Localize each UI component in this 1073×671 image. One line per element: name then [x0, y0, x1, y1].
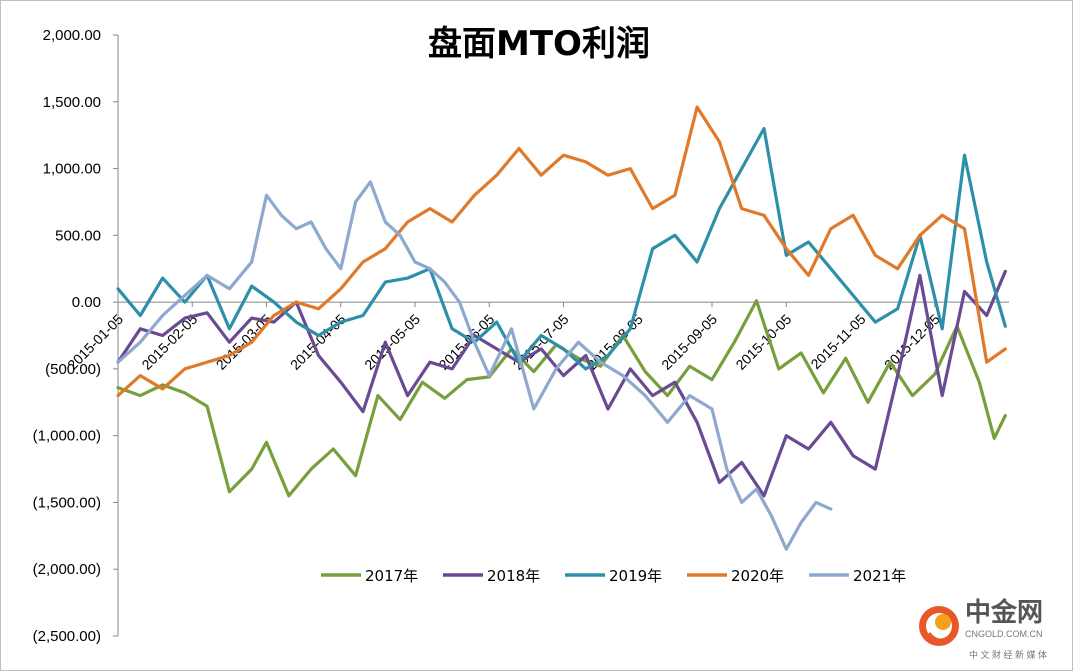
- watermark-brand: 中金网: [965, 597, 1043, 628]
- x-tick-label: 2015-02-05: [138, 311, 200, 373]
- x-tick-label: 2015-09-05: [658, 311, 720, 373]
- legend-label: 2017年: [365, 567, 418, 585]
- y-tick-label: (2,000.00): [33, 561, 101, 578]
- y-axis: 2,000.00 1,500.00 1,000.00 500.00 0.00 (500.0…: [33, 27, 119, 645]
- watermark: 中金网 CNGOLD.COM.CN 中 文 财 经 新 媒 体: [919, 597, 1047, 660]
- legend-label: 2018年: [487, 567, 540, 585]
- x-tick-label: 2015-11-05: [807, 311, 868, 372]
- legend: 2017年 2018年 2019年 2020年 2021年: [321, 567, 906, 585]
- series-line-5: [116, 180, 833, 551]
- y-tick-label: (1,000.00): [33, 428, 101, 445]
- watermark-domain: CNGOLD.COM.CN: [965, 629, 1043, 639]
- y-tick-label: (500.00): [45, 361, 101, 378]
- watermark-tagline: 中 文 财 经 新 媒 体: [969, 649, 1047, 660]
- y-tick-label: 1,000.00: [43, 161, 101, 178]
- cngold-logo-icon: [919, 606, 959, 646]
- legend-label: 2021年: [853, 567, 906, 585]
- y-tick-label: (2,500.00): [33, 628, 101, 645]
- y-tick-label: (1,500.00): [33, 494, 101, 511]
- y-tick-label: 1,500.00: [43, 94, 101, 111]
- y-tick-label: 0.00: [72, 294, 101, 311]
- series-line-3: [116, 126, 1007, 371]
- series-line-4: [116, 105, 1007, 398]
- y-tick-label: 500.00: [55, 227, 101, 244]
- y-tick-label: 2,000.00: [43, 27, 101, 44]
- legend-label: 2019年: [609, 567, 662, 585]
- x-tick-label: 2015-05-05: [361, 311, 423, 373]
- series-layer: [116, 105, 1007, 551]
- legend-label: 2020年: [731, 567, 784, 585]
- chart-title: 盘面MTO利润: [428, 24, 650, 64]
- series-line-2: [116, 269, 1007, 498]
